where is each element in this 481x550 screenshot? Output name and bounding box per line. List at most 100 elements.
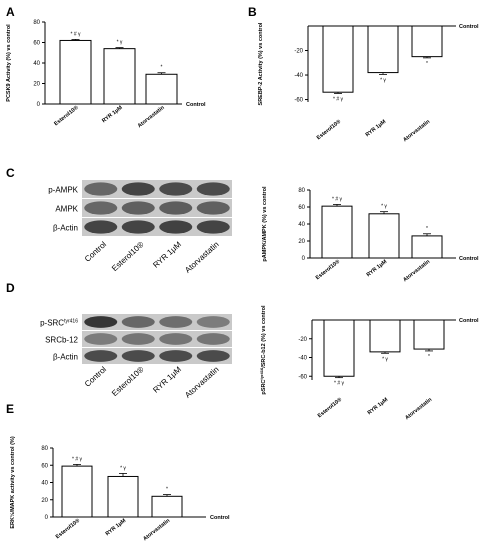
blot-row-bg [82,331,232,347]
significance-label: * [428,354,430,360]
chart-d: Control -60 -40 -20 * # γ Esterol10® * γ RYR 1μ… [259,305,479,421]
panel-letter-c: C [6,166,15,180]
y-tick-label: 0 [37,102,41,108]
y-tick-label: 40 [298,222,305,228]
significance-label: * γ [117,40,123,46]
category-label: Esterol10® [315,118,342,141]
blot-lane-label: Esterol10® [110,365,146,398]
y-tick-label: 60 [33,41,40,47]
blot-band [121,201,155,215]
y-tick-label: 20 [298,239,305,245]
blot-row-bg [82,218,232,236]
blot-band [196,201,230,215]
y-axis-label: PCSK9 Activity (%) vs control [6,24,12,102]
blot-row-bg [82,348,232,364]
category-label: Esterol10® [54,517,81,540]
blot-band [84,201,118,215]
blot-band [121,333,155,345]
bar-1 [321,205,353,259]
blot-band [196,333,230,345]
blot-row-label: p-AMPK [48,186,78,195]
panel-letter-d: D [6,281,15,295]
y-tick-label: 60 [41,463,48,469]
blot-lane-label: Esterol10® [110,240,146,273]
y-tick-label: 40 [33,61,40,67]
blot-band [159,350,193,362]
blot-d: p-SRCtyr416 SRCb-12 β-Actin Control Esterol1… [40,314,232,400]
significance-label: * # γ [332,196,343,202]
blot-band [84,182,118,196]
blot-row-bg [82,314,232,330]
bar-3 [411,25,443,58]
chart-b: Control -60 -40 -20 * # γ Esterol10® * γ RYR 1μ… [258,22,479,143]
blot-band [159,182,193,196]
blot-band [121,220,155,234]
bar-2 [103,48,136,105]
blot-c: p-AMPK AMPK β-Actin Control Esterol10® RYR 1μ… [48,180,232,275]
bar-1 [322,25,354,93]
blot-row-label: AMPK [55,205,78,214]
category-label: Esterol10® [316,396,343,419]
significance-label: * [426,61,428,67]
bar-2 [367,25,399,74]
baseline-label: Control [459,24,479,30]
blot-lane-label: Control [83,365,108,389]
y-tick-label: 80 [41,446,48,452]
category-label: Esterol10® [53,104,80,127]
category-label: Esterol10® [314,258,341,281]
significance-label: * γ [380,77,386,83]
blot-row-label: SRCb-12 [45,336,78,345]
blot-lane-label: Atorvastatin [183,365,220,400]
blot-band [84,220,118,234]
y-axis-label: pAMPK/AMPK (%) vs control [262,186,268,262]
category-label: RYR 1μM [367,397,390,417]
significance-label: * γ [382,356,388,362]
blot-row-label-sup: tyr416 [64,319,78,325]
category-label: RYR 1μM [101,105,124,125]
category-label: Atorvastatin [404,396,433,421]
blot-band [84,350,118,362]
y-tick-label: 20 [33,82,40,88]
significance-label: * [161,65,163,71]
blot-band [159,201,193,215]
significance-label: * # γ [72,456,83,462]
bar-2 [368,213,400,259]
blot-band [196,220,230,234]
blot-row-label: β-Actin [53,353,78,362]
category-label: RYR 1μM [365,119,388,139]
y-tick-label: -40 [298,356,307,362]
blot-band [84,333,118,345]
y-tick-label: 0 [45,515,49,521]
bar-2 [107,475,139,518]
blot-band [196,350,230,362]
y-tick-label: 80 [298,188,305,194]
significance-label: * # γ [333,96,344,102]
blot-lane-label: RYR 1μM [151,240,183,270]
significance-label: * [166,487,168,493]
blot-band [121,350,155,362]
significance-label: * γ [120,465,126,471]
blot-band [196,182,230,196]
blot-row-bg [82,199,232,217]
bar-1 [61,465,93,518]
chart-c: Control 0 20 40 60 80 * # γ Esterol10® * γ RYR 1μ… [262,186,479,283]
y-tick-label: -40 [294,73,303,79]
y-tick-label: 20 [41,498,48,504]
category-label: Atorvastatin [142,517,171,542]
y-tick-label: 60 [298,205,305,211]
blot-row-label: β-Actin [53,224,78,233]
bar-3 [413,319,445,350]
y-axis-label-sup: tyr416 [259,367,264,380]
blot-band [159,220,193,234]
bar-2 [369,319,401,353]
blot-band [121,316,155,328]
y-tick-label: 80 [33,20,40,26]
bar-1 [59,39,92,105]
baseline-label: Control [459,256,479,262]
baseline-label: Control [459,318,479,324]
y-tick-label: -60 [294,98,303,104]
chart-e: Control 0 20 40 60 80 * # γ Esterol10® * γ RYR 1μ… [9,436,230,542]
category-label: RYR 1μM [105,518,128,538]
bar-3 [411,235,443,259]
